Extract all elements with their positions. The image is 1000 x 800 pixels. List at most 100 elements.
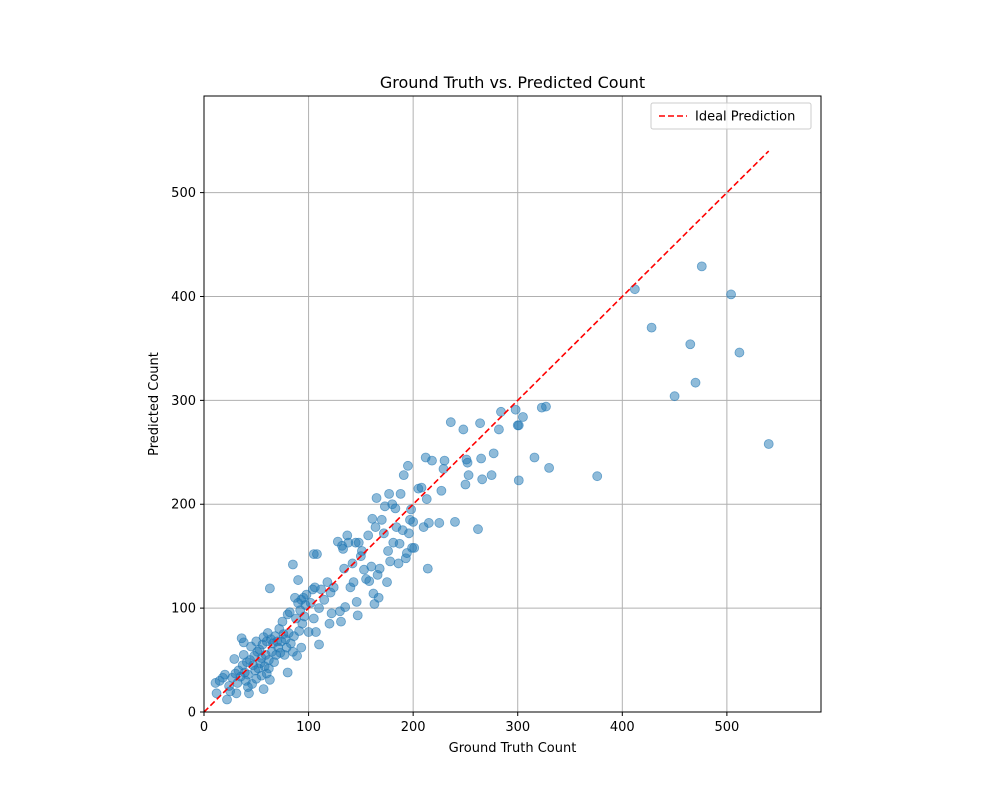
scatter-point xyxy=(395,488,406,499)
scatter-point xyxy=(310,627,321,637)
data-points xyxy=(210,261,774,705)
scatter-point xyxy=(383,546,393,556)
scatter-point xyxy=(416,482,427,493)
scatter-point xyxy=(322,577,333,588)
scatter-point xyxy=(314,639,324,650)
x-tick-label: 200 xyxy=(401,720,426,735)
scatter-point xyxy=(494,424,504,435)
scatter-point xyxy=(366,561,377,572)
scatter-point xyxy=(488,448,499,459)
scatter-point xyxy=(510,404,521,415)
y-tick-label: 500 xyxy=(171,186,196,201)
scatter-point xyxy=(513,475,524,486)
x-tick-label: 300 xyxy=(505,720,530,735)
scatter-point xyxy=(592,471,603,482)
scatter-point xyxy=(263,663,274,674)
scatter-point xyxy=(314,603,324,614)
scatter-point xyxy=(462,457,473,468)
scatter-point xyxy=(351,596,362,607)
scatter-point xyxy=(734,347,745,358)
scatter-point xyxy=(518,412,528,422)
scatter-point xyxy=(308,613,319,624)
scatter-point xyxy=(460,479,471,490)
scatter-point xyxy=(458,424,469,435)
scatter-point xyxy=(301,589,312,600)
scatter-point xyxy=(348,577,359,588)
scatter-point xyxy=(264,674,275,685)
legend-box xyxy=(650,102,812,130)
x-tick-label: 100 xyxy=(296,720,321,735)
scatter-point xyxy=(371,493,382,503)
scatter-point xyxy=(390,503,401,514)
scatter-point xyxy=(690,377,701,388)
scatter-point xyxy=(338,544,348,554)
scatter-point xyxy=(473,524,483,535)
scatter-point xyxy=(436,485,447,496)
scatter-point xyxy=(336,616,346,627)
scatter-point xyxy=(393,558,404,569)
scatter-point xyxy=(277,616,288,627)
legend-label: Ideal Prediction xyxy=(695,110,795,125)
scatter-point xyxy=(475,418,485,429)
scatter-point xyxy=(423,518,434,528)
scatter-point xyxy=(282,667,293,678)
scatter-point xyxy=(222,694,232,705)
scatter-point xyxy=(352,610,363,621)
scatter-point xyxy=(376,514,387,525)
scatter-point xyxy=(374,563,385,574)
scatter-point xyxy=(394,538,405,549)
scatter-point xyxy=(292,651,302,661)
scatter-point xyxy=(646,322,657,333)
scatter-point xyxy=(669,391,680,402)
x-axis-label: Ground Truth Count xyxy=(449,741,577,756)
scatter-point xyxy=(296,642,307,653)
x-tick-label: 500 xyxy=(714,720,739,735)
scatter-point xyxy=(373,592,384,603)
x-axis-ticks: 0 100 200 300 400 500 xyxy=(200,712,739,735)
scatter-point xyxy=(513,420,524,431)
scatter-point xyxy=(364,576,375,587)
scatter-point xyxy=(238,637,249,648)
scatter-point xyxy=(211,688,222,699)
y-tick-label: 300 xyxy=(171,394,196,409)
scatter-point xyxy=(258,684,269,695)
plot-frame xyxy=(203,95,822,713)
scatter-point xyxy=(284,607,295,618)
scatter-point xyxy=(463,470,474,481)
scatter-point xyxy=(353,537,364,548)
y-tick-label: 100 xyxy=(171,602,196,617)
scatter-point xyxy=(340,602,351,612)
scatter-point xyxy=(409,542,420,553)
scatter-point xyxy=(398,470,409,481)
y-axis-ticks: 0 100 200 300 400 500 xyxy=(171,186,204,721)
scatter-point xyxy=(229,654,240,664)
scatter-point xyxy=(244,688,254,699)
scatter-point xyxy=(231,688,242,699)
scatter-point xyxy=(422,563,433,574)
scatter-point xyxy=(696,261,707,272)
y-tick-label: 400 xyxy=(171,290,196,305)
legend: Ideal Prediction xyxy=(650,102,812,130)
scatter-point xyxy=(477,474,488,485)
ideal-prediction-line xyxy=(203,150,770,713)
scatter-point xyxy=(427,455,437,466)
scatter-point xyxy=(496,406,506,417)
scatter-point xyxy=(324,618,335,629)
scatter-point xyxy=(421,494,432,504)
y-axis-label: Predicted Count xyxy=(147,352,162,456)
scatter-point xyxy=(541,401,551,412)
scatter-point xyxy=(439,455,450,466)
scatter-point xyxy=(384,488,395,499)
scatter-point xyxy=(403,460,413,471)
scatter-point xyxy=(305,598,316,608)
scatter-point xyxy=(385,556,396,567)
scatter-point xyxy=(264,583,275,594)
scatter-point xyxy=(445,417,456,428)
scatter-point xyxy=(293,575,304,585)
scatter-point xyxy=(326,608,337,619)
scatter-point xyxy=(404,528,414,539)
scatter-point xyxy=(486,470,497,481)
scatter-point xyxy=(476,453,487,464)
y-tick-label: 0 xyxy=(188,706,196,721)
scatter-point xyxy=(434,518,445,528)
